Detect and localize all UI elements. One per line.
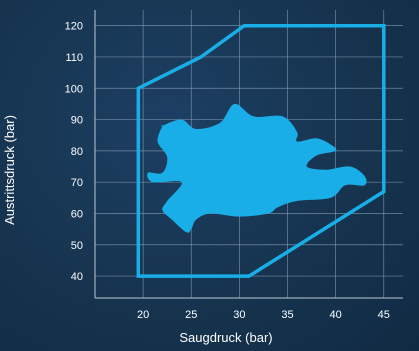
y-tick-label-90: 90 xyxy=(71,115,83,127)
y-axis-title: Austrittsdruck (bar) xyxy=(2,115,17,225)
x-tick-label-35: 35 xyxy=(281,309,293,321)
tick-layer: 20 25 30 35 40 45 40 50 60 70 80 90 100 110 120 xyxy=(65,21,390,321)
y-tick-label-40: 40 xyxy=(71,271,83,283)
operating-envelope-outline xyxy=(136,23,386,278)
y-tick-label-80: 80 xyxy=(71,146,83,158)
y-tick-label-60: 60 xyxy=(71,208,83,220)
y-tick-label-50: 50 xyxy=(71,240,83,252)
x-tick-label-40: 40 xyxy=(330,309,342,321)
axis-layer xyxy=(94,10,403,299)
series-layer xyxy=(136,23,386,278)
typical-operating-region xyxy=(147,103,367,233)
x-tick-label-45: 45 xyxy=(378,309,390,321)
y-tick-label-70: 70 xyxy=(71,177,83,189)
x-tick-label-20: 20 xyxy=(137,309,149,321)
y-tick-label-110: 110 xyxy=(65,52,83,64)
x-axis-title: Saugdruck (bar) xyxy=(179,330,272,345)
x-tick-label-25: 25 xyxy=(185,309,197,321)
x-tick-label-30: 30 xyxy=(233,309,245,321)
y-tick-label-100: 100 xyxy=(65,83,83,95)
y-tick-label-120: 120 xyxy=(65,21,83,33)
